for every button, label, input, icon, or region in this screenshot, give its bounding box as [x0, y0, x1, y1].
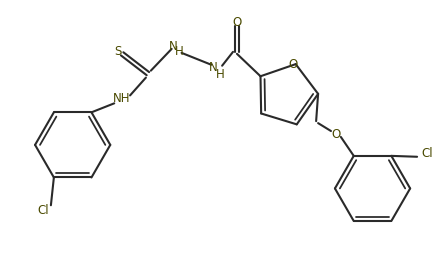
Text: S: S	[115, 45, 122, 58]
Text: N: N	[209, 61, 217, 74]
Text: O: O	[288, 58, 297, 71]
Text: NH: NH	[112, 92, 130, 105]
Text: O: O	[232, 16, 242, 29]
Text: N: N	[169, 40, 178, 54]
Text: H: H	[216, 68, 224, 81]
Text: Cl: Cl	[421, 147, 433, 160]
Text: H: H	[175, 45, 184, 58]
Text: O: O	[331, 128, 341, 140]
Text: Cl: Cl	[37, 204, 49, 217]
